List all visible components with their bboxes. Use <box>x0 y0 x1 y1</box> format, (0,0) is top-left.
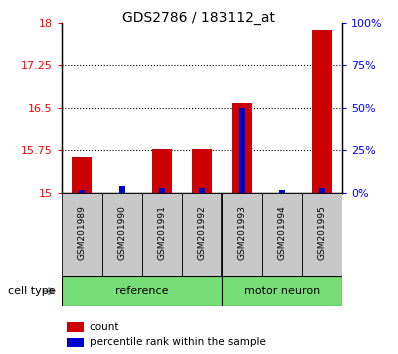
Text: GSM201994: GSM201994 <box>278 205 287 260</box>
Text: percentile rank within the sample: percentile rank within the sample <box>90 337 265 348</box>
Bar <box>79 189 85 193</box>
Bar <box>142 193 182 276</box>
Bar <box>182 193 222 276</box>
Bar <box>67 322 84 332</box>
Bar <box>159 188 165 193</box>
Text: GSM201990: GSM201990 <box>117 205 126 260</box>
Text: GSM201993: GSM201993 <box>238 205 247 260</box>
Bar <box>279 189 285 193</box>
Bar <box>232 103 252 193</box>
Text: GSM201995: GSM201995 <box>318 205 327 260</box>
Bar <box>222 276 342 306</box>
Bar <box>222 193 262 276</box>
Text: GSM201992: GSM201992 <box>197 205 207 260</box>
Bar <box>62 193 102 276</box>
Text: GSM201989: GSM201989 <box>77 205 86 260</box>
Text: GSM201991: GSM201991 <box>157 205 166 260</box>
Bar <box>119 186 125 193</box>
Bar <box>262 193 302 276</box>
Text: count: count <box>90 322 119 332</box>
Bar <box>239 108 245 193</box>
Text: cell type: cell type <box>8 286 56 296</box>
Bar <box>199 188 205 193</box>
Text: reference: reference <box>115 286 169 296</box>
Bar <box>102 193 142 276</box>
Bar <box>192 149 212 193</box>
Text: GDS2786 / 183112_at: GDS2786 / 183112_at <box>123 11 275 25</box>
Bar <box>72 157 92 193</box>
Bar <box>319 188 325 193</box>
Bar <box>152 149 172 193</box>
Text: motor neuron: motor neuron <box>244 286 320 296</box>
Bar <box>62 276 222 306</box>
Bar <box>312 30 332 193</box>
Bar <box>302 193 342 276</box>
Bar <box>67 338 84 347</box>
